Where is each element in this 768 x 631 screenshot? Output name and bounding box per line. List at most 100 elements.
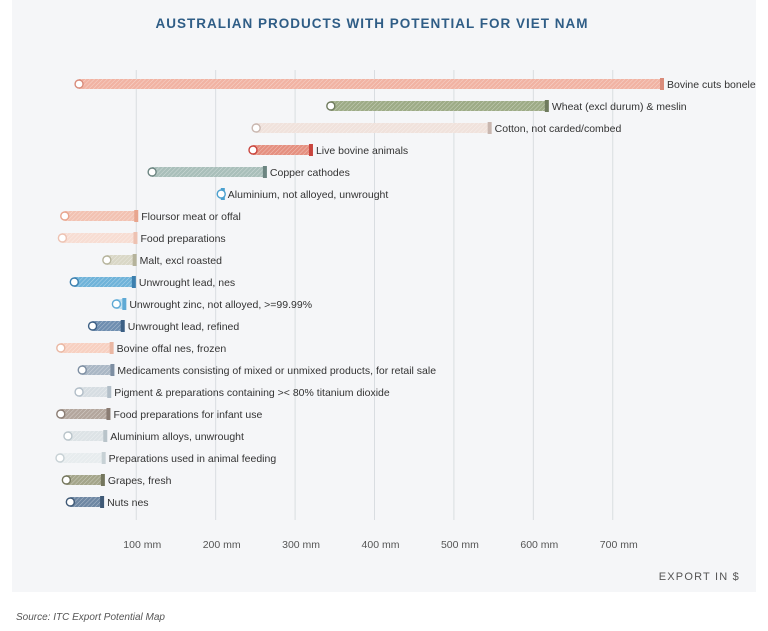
bar-hatch — [70, 497, 103, 507]
source-note: Source: ITC Export Potential Map — [16, 612, 165, 623]
potential-marker — [100, 496, 105, 508]
potential-marker — [262, 166, 267, 178]
product-label: Floursor meat or offal — [141, 211, 241, 223]
potential-marker — [103, 430, 108, 442]
bar-hatch — [60, 453, 104, 463]
current-export-marker — [102, 255, 112, 265]
current-export-marker — [74, 79, 84, 89]
product-row: Aluminium, not alloyed, unwrought — [216, 188, 389, 201]
bar-hatch — [106, 255, 135, 265]
product-row: Aluminium alloys, unwrought — [63, 430, 244, 443]
x-tick-label: 200 mm — [203, 539, 241, 551]
potential-marker — [101, 452, 106, 464]
product-label: Preparations used in animal feeding — [109, 453, 277, 465]
chart-title: AUSTRALIAN PRODUCTS WITH POTENTIAL FOR V… — [156, 16, 589, 31]
x-tick-label: 600 mm — [520, 539, 558, 551]
potential-marker — [308, 144, 313, 156]
product-label: Wheat (excl durum) & meslin — [552, 101, 687, 113]
product-label: Pigment & preparations containing >< 80%… — [114, 387, 390, 399]
potential-marker — [109, 342, 114, 354]
product-row: Copper cathodes — [147, 166, 350, 179]
bar-hatch — [152, 167, 265, 177]
product-label: Bovine cuts boneless — [667, 79, 756, 91]
product-label: Aluminium, not alloyed, unwrought — [228, 189, 389, 201]
bar-hatch — [79, 79, 663, 89]
product-row: Floursor meat or offal — [60, 210, 241, 223]
bar-hatch — [62, 233, 136, 243]
current-export-marker — [57, 233, 68, 243]
current-export-marker — [65, 497, 76, 507]
potential-marker — [110, 364, 115, 376]
product-label: Food preparations for infant use — [113, 409, 262, 421]
x-tick-label: 700 mm — [600, 539, 638, 551]
bar-hatch — [330, 101, 547, 111]
potential-marker — [544, 100, 549, 112]
current-export-marker — [69, 277, 79, 287]
potential-marker — [120, 320, 125, 332]
bar-hatch — [252, 145, 311, 155]
chart: AUSTRALIAN PRODUCTS WITH POTENTIAL FOR V… — [55, 16, 756, 583]
current-export-marker — [77, 365, 87, 375]
bar-hatch — [60, 409, 109, 419]
current-export-marker — [56, 409, 66, 419]
x-tick-label: 500 mm — [441, 539, 479, 551]
bar-hatch — [64, 211, 137, 221]
current-export-marker — [74, 387, 84, 397]
current-export-marker — [60, 211, 70, 221]
bar-hatch — [67, 431, 106, 441]
product-label: Food preparations — [140, 233, 225, 245]
potential-marker — [100, 474, 105, 486]
potential-marker — [131, 276, 136, 288]
current-export-marker — [251, 123, 261, 133]
product-label: Nuts nes — [107, 497, 148, 509]
bar-hatch — [60, 343, 112, 353]
product-row: Preparations used in animal feeding — [55, 452, 277, 465]
bar-hatch — [92, 321, 123, 331]
product-row: Medicaments consisting of mixed or unmix… — [77, 364, 436, 377]
product-row: Live bovine animals — [248, 144, 408, 157]
product-row: Grapes, fresh — [61, 474, 172, 487]
product-row: Cotton, not carded/combed — [251, 122, 622, 135]
product-label: Grapes, fresh — [108, 475, 172, 487]
current-export-marker — [147, 167, 157, 177]
potential-marker — [106, 408, 111, 420]
current-export-marker — [216, 189, 226, 199]
potential-marker — [133, 232, 138, 244]
product-label: Cotton, not carded/combed — [495, 123, 622, 135]
product-label: Medicaments consisting of mixed or unmix… — [117, 365, 436, 377]
product-row: Food preparations for infant use — [56, 408, 262, 421]
potential-marker — [487, 122, 492, 134]
current-export-marker — [248, 145, 258, 155]
product-row: Nuts nes — [65, 496, 149, 509]
bar-series: Bovine cuts boneless Wheat (excl durum) &… — [55, 78, 756, 509]
current-export-marker — [55, 453, 65, 463]
bar-hatch — [82, 365, 113, 375]
potential-marker — [660, 78, 664, 90]
bar-hatch — [256, 123, 490, 133]
product-label: Unwrought zinc, not alloyed, >=99.99% — [129, 299, 312, 311]
chart-panel: AUSTRALIAN PRODUCTS WITH POTENTIAL FOR V… — [12, 0, 756, 592]
product-row: Bovine cuts boneless — [74, 78, 756, 91]
x-tick-label: 100 mm — [123, 539, 161, 551]
bar-hatch — [66, 475, 103, 485]
product-label: Bovine offal nes, frozen — [117, 343, 227, 355]
potential-marker — [132, 254, 137, 266]
bar-hatch — [74, 277, 134, 287]
product-row: Unwrought zinc, not alloyed, >=99.99% — [111, 298, 312, 311]
product-row: Pigment & preparations containing >< 80%… — [74, 386, 390, 399]
x-tick-label: 300 mm — [282, 539, 320, 551]
product-row: Malt, excl roasted — [102, 254, 222, 267]
product-label: Aluminium alloys, unwrought — [110, 431, 244, 443]
current-export-marker — [63, 431, 73, 441]
potential-marker — [134, 210, 139, 222]
product-row: Bovine offal nes, frozen — [56, 342, 227, 355]
current-export-marker — [326, 101, 336, 111]
bar-hatch — [79, 387, 110, 397]
product-label: Copper cathodes — [270, 167, 350, 179]
product-label: Live bovine animals — [316, 145, 408, 157]
current-export-marker — [61, 475, 72, 485]
potential-marker — [107, 386, 112, 398]
product-label: Unwrought lead, refined — [128, 321, 240, 333]
product-row: Unwrought lead, refined — [87, 320, 240, 333]
x-axis: 100 mm 200 mm 300 mm 400 mm 500 mm 600 mm 700 … — [123, 539, 638, 551]
